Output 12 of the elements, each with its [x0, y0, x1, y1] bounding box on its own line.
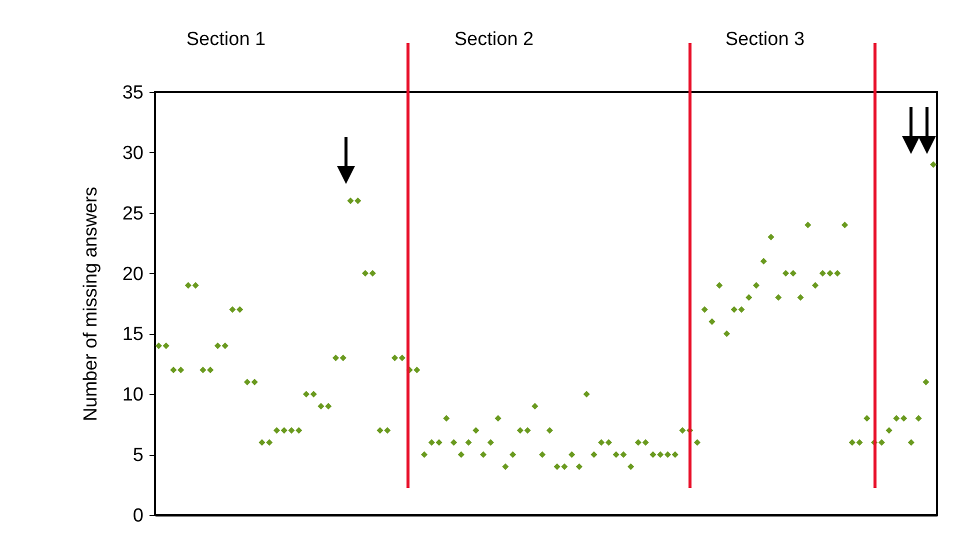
y-tick-label: 35 [122, 82, 144, 104]
y-tick-label: 10 [122, 384, 144, 406]
text: Section 3 [725, 29, 805, 51]
y-tick-label: 5 [132, 445, 144, 466]
text: Section 1 [186, 29, 266, 51]
y-tick-label: 20 [122, 264, 144, 285]
text: Section 2 [454, 29, 534, 51]
y-axis-title: Number of missing answers [80, 186, 102, 422]
y-tick-label: 0 [132, 506, 144, 526]
y-tick-label: 25 [122, 203, 144, 224]
y-tick-label: 30 [122, 142, 144, 164]
y-tick-label: 15 [122, 324, 144, 346]
